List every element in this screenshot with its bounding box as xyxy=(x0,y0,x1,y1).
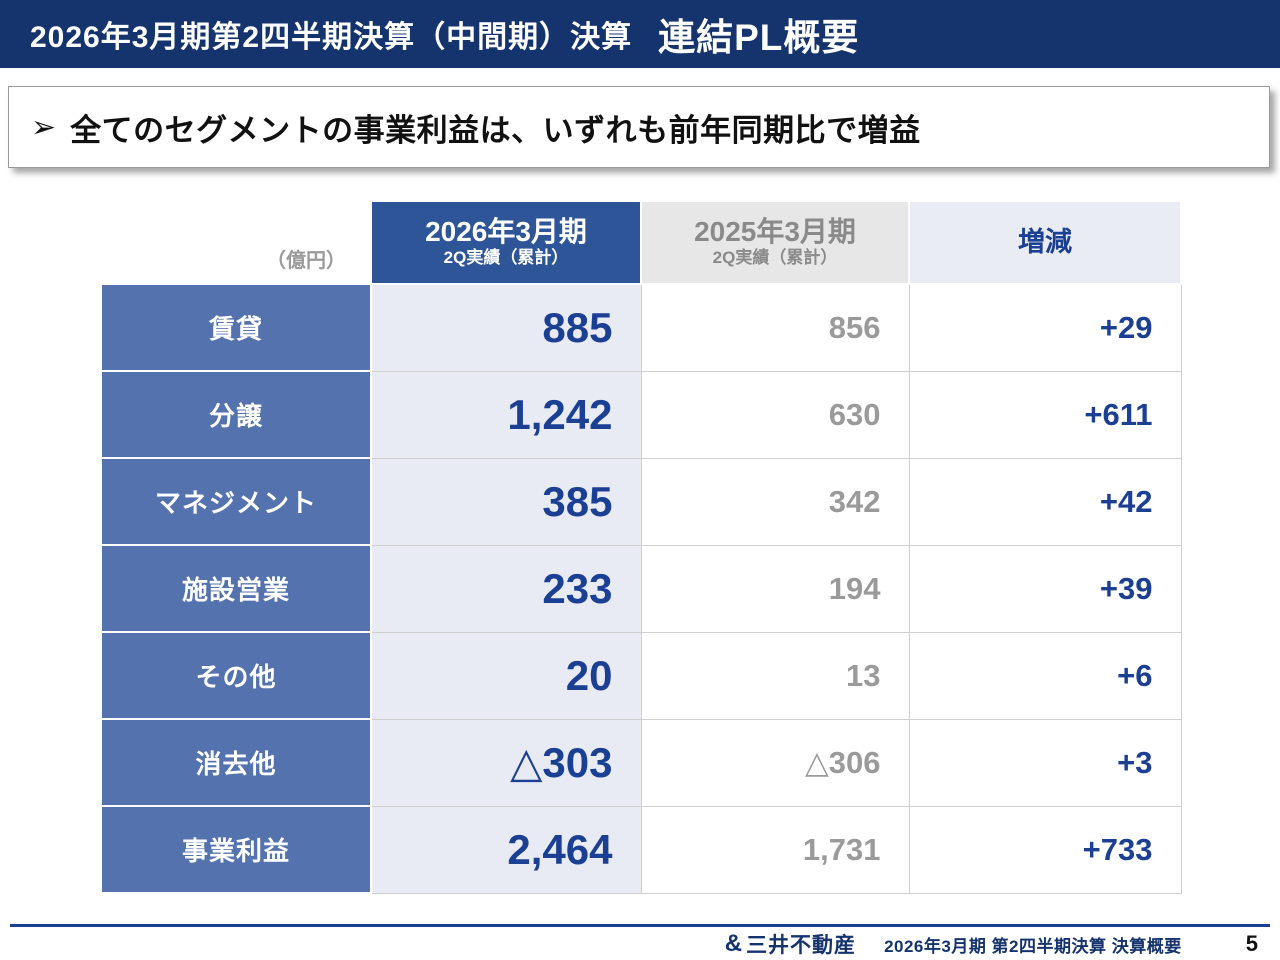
key-message-text: 全てのセグメントの事業利益は、いずれも前年同期比で増益 xyxy=(70,112,921,148)
row-label: その他 xyxy=(100,631,372,720)
row-label: マネジメント xyxy=(100,457,372,546)
table-row-facility: 施設営業 233 194 +39 xyxy=(100,544,1182,633)
table-row-business-profit: 事業利益 2,464 1,731 +733 xyxy=(100,805,1182,894)
cell-fy2026: △303 xyxy=(370,718,642,807)
cell-fy2026: 20 xyxy=(370,631,642,720)
cell-fy2025: 342 xyxy=(640,457,910,546)
arrow-bullet-icon: ➢ xyxy=(31,110,57,144)
table-row-management: マネジメント 385 342 +42 xyxy=(100,457,1182,546)
title-bar: 2026年3月期第2四半期決算（中間期）決算 連結PL概要 xyxy=(0,0,1280,68)
pl-summary-table: （億円） 2026年3月期 2Q実績（累計） 2025年3月期 2Q実績（累計）… xyxy=(100,200,1182,894)
cell-fy2025: 630 xyxy=(640,370,910,459)
table-header-row: （億円） 2026年3月期 2Q実績（累計） 2025年3月期 2Q実績（累計）… xyxy=(101,200,1182,285)
cell-change: +733 xyxy=(908,805,1182,894)
slide-title-main: 2026年3月期第2四半期決算（中間期）決算 xyxy=(30,21,633,54)
column-title: 2026年3月期 xyxy=(425,216,587,248)
cell-fy2025: 856 xyxy=(640,283,910,372)
cell-fy2026: 1,242 xyxy=(370,370,642,459)
table-row-sales: 分譲 1,242 630 +611 xyxy=(100,370,1182,459)
column-header-fy2026: 2026年3月期 2Q実績（累計） xyxy=(370,200,642,285)
row-label: 分譲 xyxy=(100,370,372,459)
table-row-rental: 賃貸 885 856 +29 xyxy=(100,283,1182,372)
column-subtitle: 2Q実績（累計） xyxy=(443,248,569,268)
cell-fy2025: 194 xyxy=(640,544,910,633)
row-label: 賃貸 xyxy=(100,283,372,372)
cell-change: +611 xyxy=(908,370,1182,459)
footer-divider xyxy=(10,924,1270,927)
cell-change: +3 xyxy=(908,718,1182,807)
row-label: 消去他 xyxy=(100,718,372,807)
cell-fy2025: 1,731 xyxy=(640,805,910,894)
footer-caption: 2026年3月期 第2四半期決算 決算概要 xyxy=(884,936,1182,956)
company-name: 三井不動産 xyxy=(746,934,857,957)
row-label: 事業利益 xyxy=(100,805,372,894)
cell-change: +6 xyxy=(908,631,1182,720)
table-row-other: その他 20 13 +6 xyxy=(100,631,1182,720)
table-row-elimination: 消去他 △303 △306 +3 xyxy=(100,718,1182,807)
cell-change: +29 xyxy=(908,283,1182,372)
key-message-box: ➢ 全てのセグメントの事業利益は、いずれも前年同期比で増益 xyxy=(8,86,1270,168)
page-number: 5 xyxy=(1245,931,1258,956)
cell-fy2026: 2,464 xyxy=(370,805,642,894)
company-logo: & 三井不動産 xyxy=(725,929,856,959)
cell-change: +42 xyxy=(908,457,1182,546)
footer: & 三井不動産 2026年3月期 第2四半期決算 決算概要 5 xyxy=(725,930,1266,958)
cell-fy2026: 885 xyxy=(370,283,642,372)
unit-label: （億円） xyxy=(266,250,346,272)
slide-title-sub: 連結PL概要 xyxy=(658,17,860,58)
row-label: 施設営業 xyxy=(100,544,372,633)
ampersand-logo-icon: & xyxy=(724,930,743,957)
column-title: 2025年3月期 xyxy=(694,216,856,248)
column-header-fy2025: 2025年3月期 2Q実績（累計） xyxy=(640,200,910,285)
cell-fy2025: △306 xyxy=(640,718,910,807)
cell-fy2026: 233 xyxy=(370,544,642,633)
column-subtitle: 2Q実績（累計） xyxy=(712,248,838,268)
cell-fy2025: 13 xyxy=(640,631,910,720)
unit-label-cell: （億円） xyxy=(101,201,371,284)
cell-fy2026: 385 xyxy=(370,457,642,546)
column-title: 増減 xyxy=(1018,226,1072,257)
cell-change: +39 xyxy=(908,544,1182,633)
column-header-change: 増減 xyxy=(908,200,1182,285)
